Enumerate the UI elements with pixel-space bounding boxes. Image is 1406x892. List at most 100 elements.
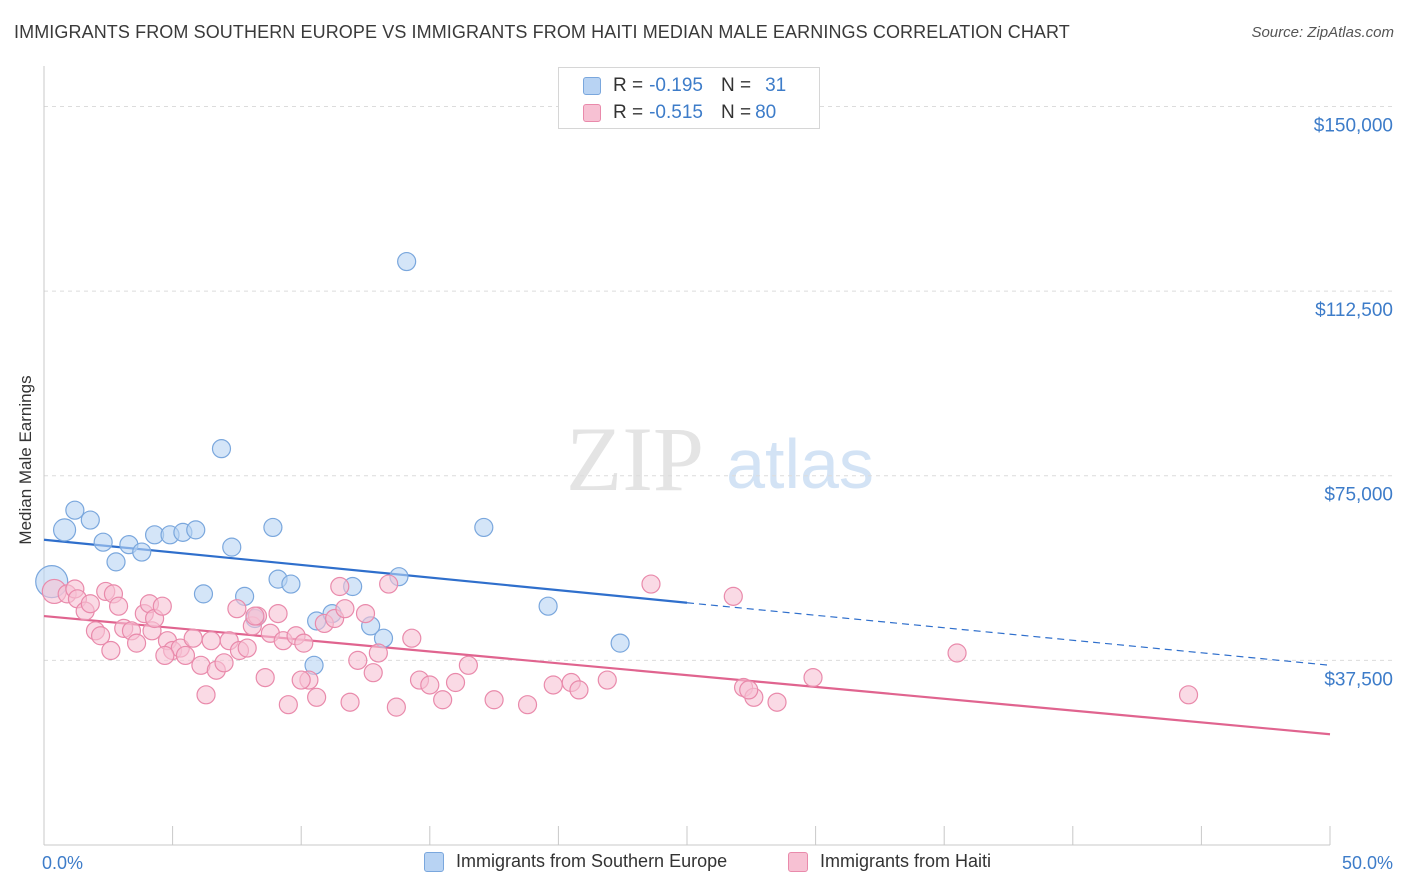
pink-point: [155, 645, 175, 666]
axes: [43, 66, 1331, 846]
legend-swatch-blue: [583, 77, 601, 95]
blue-point: [93, 532, 113, 552]
data-points: [35, 251, 1199, 717]
pink-point: [268, 603, 288, 624]
pink-point: [420, 675, 440, 695]
blue-point: [263, 517, 283, 538]
blue-point: [106, 552, 126, 572]
legend-n-value: 31: [765, 75, 787, 96]
pink-point: [108, 596, 129, 616]
watermark: ZIP atlas: [566, 408, 874, 510]
pink-point: [214, 653, 234, 673]
blue-point: [80, 510, 100, 530]
y-tick-label: $75,000: [1324, 485, 1393, 506]
pink-point: [80, 594, 100, 614]
source-label: Source: ZipAtlas.com: [1251, 24, 1394, 41]
pink-point: [379, 574, 399, 594]
pink-point: [90, 626, 111, 646]
pink-point: [196, 685, 216, 705]
pink-point: [803, 667, 823, 688]
blue-point: [538, 596, 558, 616]
pink-point: [307, 687, 327, 707]
watermark-atlas: atlas: [726, 425, 874, 503]
pink-trend-line: [43, 614, 1331, 736]
pink-point: [294, 633, 314, 653]
blue-point: [474, 517, 494, 538]
blue-point: [211, 439, 232, 459]
pink-point: [569, 680, 589, 700]
pink-point: [947, 643, 967, 663]
legend-r-value: -0.515: [649, 102, 703, 123]
legend-n-label: N =: [720, 102, 752, 123]
pink-point: [402, 628, 422, 648]
tick-labels: $37,500 $75,000 $112,500 $150,000 0.0% 50.0%: [42, 115, 1393, 873]
pink-point: [330, 576, 350, 597]
trend-lines: [43, 538, 1331, 736]
pink-point: [183, 628, 203, 648]
legend-r-value: -0.195: [649, 75, 703, 96]
pink-point: [433, 690, 453, 710]
correlation-legend: R = -0.195 N = 31 R = -0.515 N = 80: [558, 67, 820, 129]
legend-n-label: N =: [720, 75, 752, 96]
grid-lines: [44, 105, 1395, 661]
pink-point: [255, 667, 275, 688]
series-legend: Immigrants from Southern Europe Immigran…: [0, 851, 1406, 879]
pink-point: [291, 670, 311, 690]
blue-point: [222, 537, 242, 557]
pink-point: [237, 638, 257, 658]
x-tick-label-min: 0.0%: [42, 853, 83, 873]
pink-point: [245, 606, 265, 626]
blue-point: [65, 500, 85, 520]
pink-point: [368, 643, 388, 663]
legend-r-label: R =: [613, 75, 644, 96]
pink-point: [597, 670, 617, 690]
pink-point: [458, 655, 478, 675]
pink-point: [517, 695, 538, 715]
pink-point: [1178, 685, 1199, 705]
legend-label-southern-europe: Immigrants from Southern Europe: [456, 851, 728, 871]
blue-trend-extension: [686, 602, 1331, 666]
blue-point: [397, 251, 417, 272]
blue-point: [281, 574, 301, 594]
pink-point: [641, 574, 661, 594]
blue-point: [132, 542, 152, 562]
pink-point: [175, 645, 196, 666]
pink-point: [355, 603, 376, 624]
blue-point: [193, 584, 214, 604]
pink-point: [723, 586, 743, 606]
legend-label-haiti: Immigrants from Haiti: [820, 851, 992, 871]
x-tick-label-max: 50.0%: [1342, 853, 1393, 873]
blue-trend-line: [43, 538, 688, 604]
blue-point: [186, 520, 206, 540]
blue-point: [610, 633, 630, 653]
pink-point: [363, 663, 383, 683]
legend-swatch-pink: [583, 104, 601, 122]
pink-point: [484, 690, 504, 710]
watermark-zip: ZIP: [566, 408, 704, 510]
legend-r-label: R =: [613, 102, 644, 123]
y-tick-label: $112,500: [1315, 300, 1393, 321]
legend-swatch-pink: [788, 851, 808, 872]
y-tick-label: $37,500: [1324, 669, 1393, 690]
pink-point: [152, 596, 172, 616]
legend-item-haiti: Immigrants from Haiti: [788, 851, 991, 872]
blue-point: [52, 518, 77, 542]
legend-row-haiti: R = -0.515 N = 80: [583, 100, 776, 126]
y-tick-label: $150,000: [1314, 115, 1393, 136]
legend-item-southern-europe: Immigrants from Southern Europe: [424, 851, 727, 872]
legend-n-value: 80: [755, 102, 777, 123]
legend-row-southern-europe: R = -0.195 N = 31: [583, 73, 786, 99]
pink-point: [340, 692, 360, 712]
pink-point: [335, 599, 355, 619]
pink-point: [386, 697, 406, 717]
pink-point: [767, 692, 787, 712]
pink-point: [126, 633, 147, 653]
pink-point: [278, 695, 298, 715]
pink-point: [227, 599, 247, 619]
chart-title: IMMIGRANTS FROM SOUTHERN EUROPE VS IMMIG…: [14, 22, 1070, 42]
pink-point: [739, 680, 759, 700]
pink-point: [201, 631, 221, 651]
legend-swatch-blue: [424, 851, 444, 872]
pink-point: [543, 675, 563, 695]
